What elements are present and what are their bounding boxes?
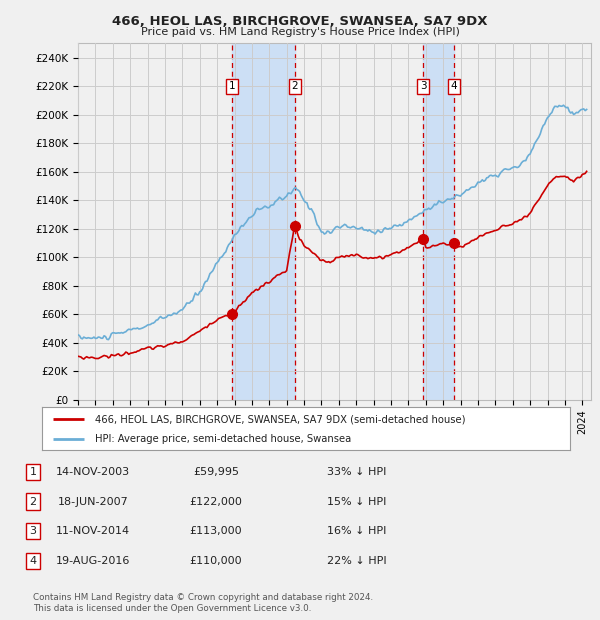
Text: £110,000: £110,000 [190, 556, 242, 566]
Text: 22% ↓ HPI: 22% ↓ HPI [327, 556, 386, 566]
Text: 16% ↓ HPI: 16% ↓ HPI [327, 526, 386, 536]
Text: 4: 4 [29, 556, 37, 566]
Text: 466, HEOL LAS, BIRCHGROVE, SWANSEA, SA7 9DX: 466, HEOL LAS, BIRCHGROVE, SWANSEA, SA7 … [112, 16, 488, 28]
Text: £113,000: £113,000 [190, 526, 242, 536]
Text: £59,995: £59,995 [193, 467, 239, 477]
Text: 3: 3 [29, 526, 37, 536]
Text: 33% ↓ HPI: 33% ↓ HPI [327, 467, 386, 477]
Text: 1: 1 [229, 81, 236, 91]
Text: 466, HEOL LAS, BIRCHGROVE, SWANSEA, SA7 9DX (semi-detached house): 466, HEOL LAS, BIRCHGROVE, SWANSEA, SA7 … [95, 414, 466, 424]
Bar [424, 43, 454, 400]
Text: 2: 2 [29, 497, 37, 507]
Text: 3: 3 [420, 81, 427, 91]
Text: HPI: Average price, semi-detached house, Swansea: HPI: Average price, semi-detached house,… [95, 433, 351, 443]
Text: 1: 1 [29, 467, 37, 477]
Text: 14-NOV-2003: 14-NOV-2003 [56, 467, 130, 477]
Text: 4: 4 [451, 81, 457, 91]
Text: £122,000: £122,000 [190, 497, 242, 507]
Text: 18-JUN-2007: 18-JUN-2007 [58, 497, 128, 507]
Text: Contains HM Land Registry data © Crown copyright and database right 2024.
This d: Contains HM Land Registry data © Crown c… [33, 593, 373, 613]
Bar [232, 43, 295, 400]
Text: 11-NOV-2014: 11-NOV-2014 [56, 526, 130, 536]
Text: 19-AUG-2016: 19-AUG-2016 [56, 556, 130, 566]
Text: 2: 2 [292, 81, 298, 91]
Text: 15% ↓ HPI: 15% ↓ HPI [327, 497, 386, 507]
Text: Price paid vs. HM Land Registry's House Price Index (HPI): Price paid vs. HM Land Registry's House … [140, 27, 460, 37]
